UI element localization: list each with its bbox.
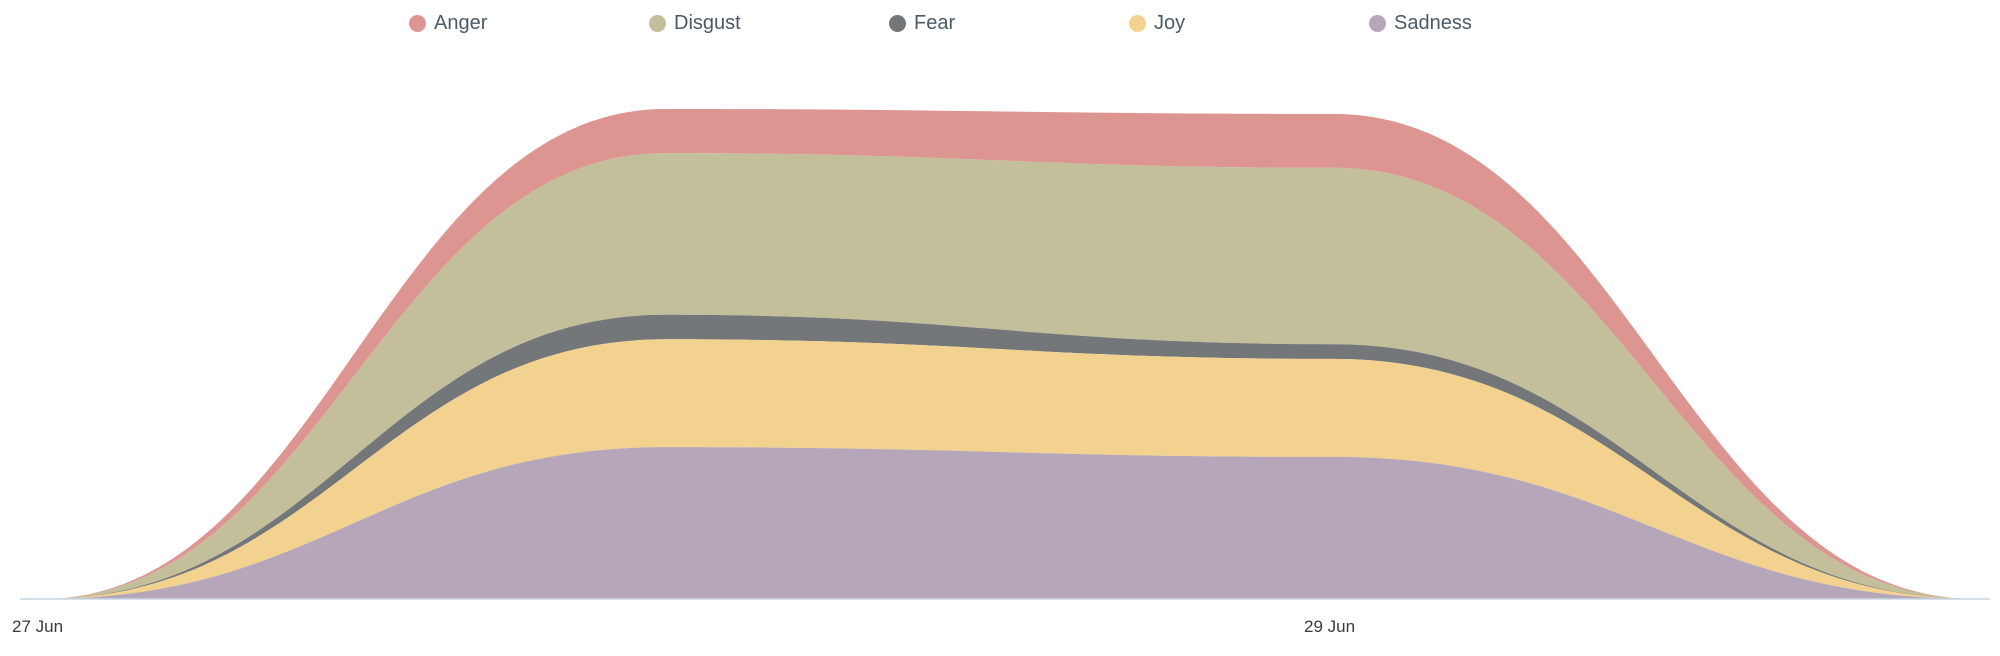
area-fear bbox=[42, 314, 1976, 599]
x-tick-label-0: 27 Jun bbox=[12, 617, 63, 636]
legend-swatch-disgust bbox=[649, 15, 666, 32]
legend-item-sadness[interactable]: Sadness bbox=[1369, 12, 1472, 35]
legend-item-anger[interactable]: Anger bbox=[409, 12, 487, 35]
legend-label-fear: Fear bbox=[914, 12, 956, 34]
area-sadness bbox=[42, 447, 1976, 599]
x-axis-ticks: 27 Jun 29 Jun bbox=[12, 617, 1355, 636]
legend-swatch-anger bbox=[409, 15, 426, 32]
legend-swatch-joy bbox=[1129, 15, 1146, 32]
area-joy bbox=[42, 339, 1976, 599]
legend-swatch-sadness bbox=[1369, 15, 1386, 32]
legend-swatch-fear bbox=[889, 15, 906, 32]
x-tick-label-1: 29 Jun bbox=[1304, 617, 1355, 636]
legend-label-sadness: Sadness bbox=[1394, 12, 1472, 34]
area-disgust bbox=[42, 153, 1976, 599]
legend-item-disgust[interactable]: Disgust bbox=[649, 12, 741, 35]
legend-label-joy: Joy bbox=[1154, 12, 1186, 34]
legend-label-disgust: Disgust bbox=[674, 12, 741, 34]
legend-label-anger: Anger bbox=[434, 12, 488, 34]
chart-legend: Anger Disgust Fear Joy Sadness bbox=[0, 12, 2000, 38]
area-layers bbox=[42, 109, 1976, 599]
legend-item-joy[interactable]: Joy bbox=[1129, 12, 1185, 35]
legend-item-fear[interactable]: Fear bbox=[889, 12, 955, 35]
